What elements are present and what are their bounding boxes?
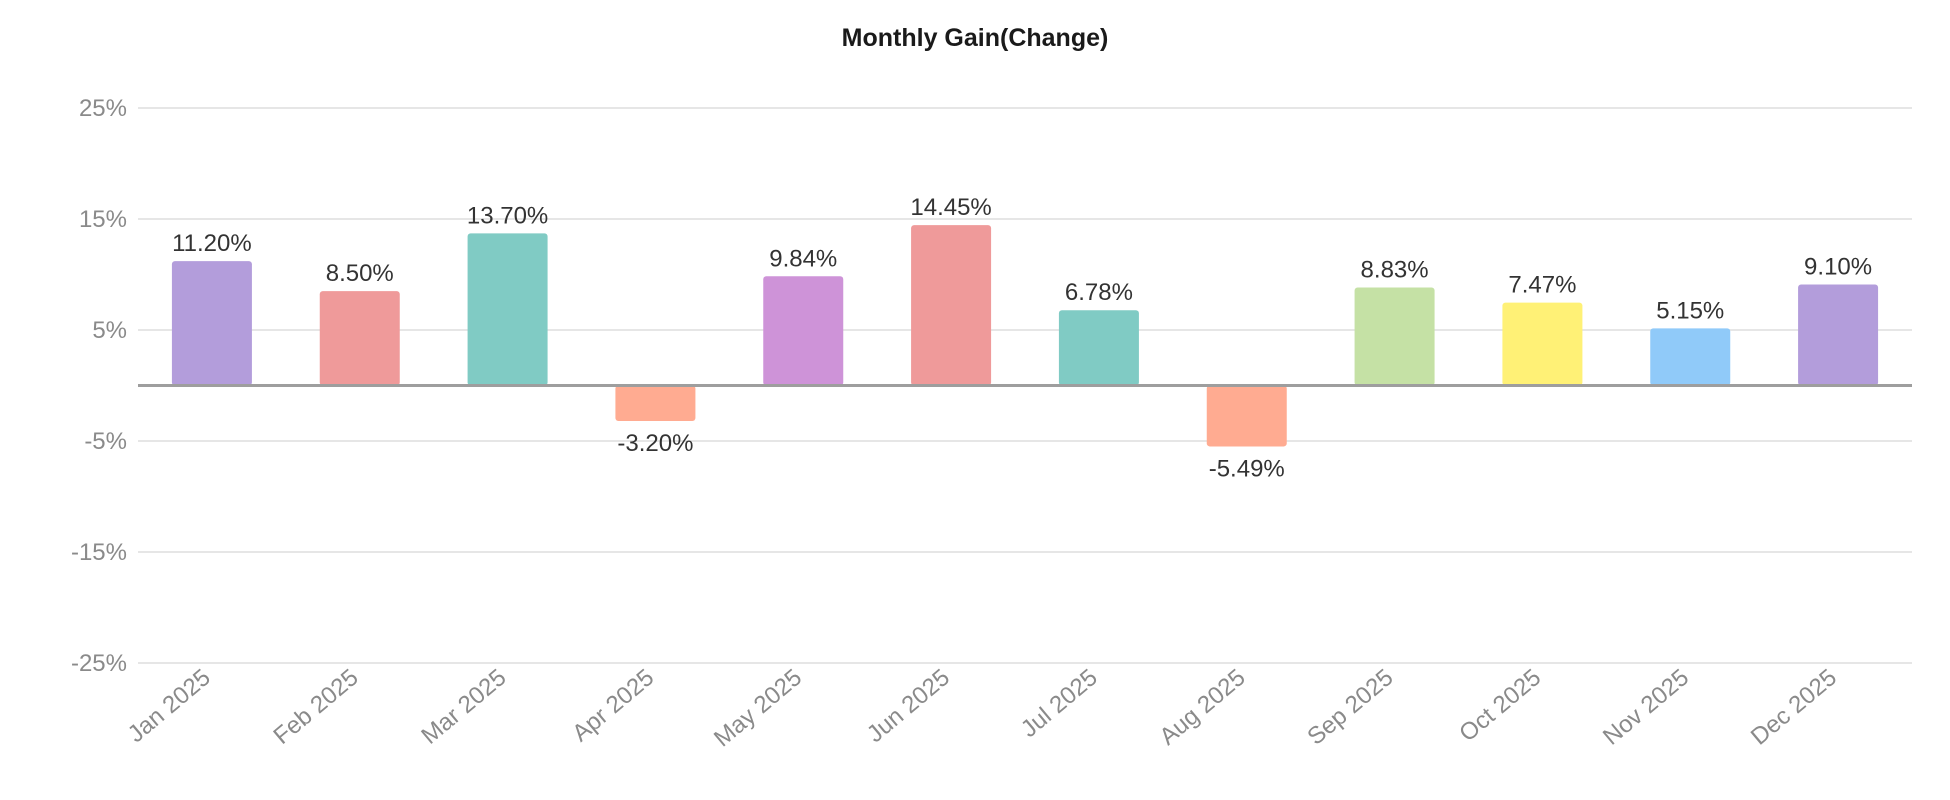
x-tick-label: May 2025	[709, 664, 807, 752]
x-tick-label: Jul 2025	[1016, 664, 1103, 743]
bar[interactable]	[1650, 328, 1731, 386]
y-tick-label: 15%	[79, 206, 127, 233]
chart-title: Monthly Gain(Change)	[841, 24, 1109, 52]
bar-value-label: 9.10%	[1804, 253, 1872, 280]
bar[interactable]	[911, 225, 992, 386]
y-tick-label: 25%	[79, 95, 127, 122]
y-tick-label: 5%	[92, 317, 127, 344]
bar-value-label: 14.45%	[910, 194, 991, 221]
bar-value-label: 7.47%	[1508, 272, 1576, 299]
bar[interactable]	[1354, 287, 1435, 386]
bar[interactable]	[1206, 385, 1287, 447]
bar-value-label: 13.70%	[467, 202, 548, 229]
bar-value-label: -5.49%	[1209, 455, 1285, 482]
bar[interactable]	[171, 261, 252, 386]
bar-value-label: -3.20%	[617, 430, 693, 457]
x-tick-label: Apr 2025	[567, 664, 659, 747]
bar[interactable]	[763, 276, 844, 386]
y-tick-label: -15%	[71, 539, 127, 566]
y-tick-label: -5%	[84, 428, 127, 455]
bar-value-label: 9.84%	[769, 245, 837, 272]
bar-value-label: 5.15%	[1656, 297, 1724, 324]
x-tick-label: Nov 2025	[1598, 664, 1694, 751]
bar-value-label: 8.50%	[326, 260, 394, 287]
bar[interactable]	[1798, 284, 1879, 386]
x-tick-label: Feb 2025	[269, 664, 364, 750]
x-tick-label: Aug 2025	[1155, 664, 1251, 751]
x-tick-label: Jun 2025	[862, 664, 955, 748]
x-tick-label: Jan 2025	[123, 664, 216, 748]
bar-value-label: 11.20%	[172, 230, 252, 257]
x-tick-label: Oct 2025	[1454, 664, 1546, 747]
bar[interactable]	[1058, 310, 1139, 386]
bar[interactable]	[1502, 302, 1583, 386]
y-tick-label: -25%	[71, 650, 127, 677]
bar[interactable]	[467, 233, 548, 386]
bar-value-label: 6.78%	[1065, 279, 1133, 306]
bar[interactable]	[319, 291, 400, 386]
x-tick-label: Sep 2025	[1302, 664, 1398, 751]
x-tick-label: Dec 2025	[1746, 664, 1842, 751]
x-tick-label: Mar 2025	[416, 664, 511, 750]
bar[interactable]	[615, 385, 696, 422]
bar-value-label: 8.83%	[1361, 256, 1429, 283]
